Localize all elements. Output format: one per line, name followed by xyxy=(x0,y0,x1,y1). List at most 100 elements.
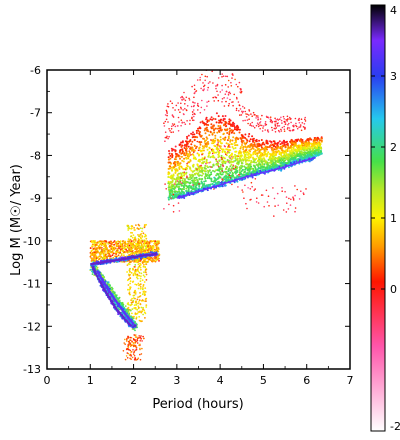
data-point xyxy=(112,256,115,259)
data-point xyxy=(206,173,209,176)
data-point xyxy=(275,153,278,156)
data-point xyxy=(189,176,191,179)
data-point xyxy=(284,123,287,125)
data-point xyxy=(131,308,134,310)
data-point xyxy=(189,146,192,149)
data-point xyxy=(296,146,298,149)
data-point xyxy=(254,113,256,116)
data-point xyxy=(299,148,302,150)
data-point xyxy=(295,139,298,142)
data-point xyxy=(193,144,196,147)
data-point xyxy=(285,149,288,152)
data-point xyxy=(212,180,215,183)
data-point xyxy=(193,119,195,122)
data-point xyxy=(140,239,143,242)
data-point xyxy=(226,132,229,134)
data-point xyxy=(274,145,277,148)
data-point xyxy=(287,126,289,129)
data-point xyxy=(227,176,230,179)
data-point xyxy=(94,249,97,252)
data-point xyxy=(185,145,188,148)
data-point xyxy=(175,152,177,155)
data-point xyxy=(203,88,205,90)
data-point xyxy=(289,129,292,132)
data-point xyxy=(201,73,203,76)
data-point xyxy=(121,246,123,249)
data-point xyxy=(183,147,186,149)
data-point xyxy=(252,152,255,155)
data-point xyxy=(243,197,245,199)
data-point xyxy=(238,166,241,169)
data-point xyxy=(216,143,218,146)
data-point xyxy=(219,149,221,152)
data-point xyxy=(285,143,288,146)
data-point xyxy=(299,144,302,147)
data-point xyxy=(296,148,299,151)
data-point xyxy=(207,86,209,89)
data-point xyxy=(230,163,233,166)
data-point xyxy=(185,172,188,175)
data-point xyxy=(236,166,239,169)
data-point xyxy=(232,164,235,167)
data-point xyxy=(282,209,285,211)
data-point xyxy=(206,75,208,78)
data-point xyxy=(94,247,97,250)
data-point xyxy=(216,90,218,93)
data-point xyxy=(173,123,176,125)
data-point xyxy=(266,162,269,165)
data-point xyxy=(234,78,236,81)
data-point xyxy=(238,157,241,160)
data-point xyxy=(257,125,260,128)
data-point xyxy=(244,137,247,139)
data-point xyxy=(195,184,198,187)
data-point xyxy=(147,242,149,245)
data-point xyxy=(234,153,236,156)
data-point xyxy=(235,83,238,86)
data-point xyxy=(167,137,169,140)
data-point xyxy=(215,87,217,90)
data-point xyxy=(249,199,251,201)
data-point xyxy=(148,246,151,249)
data-point xyxy=(272,156,275,159)
data-point xyxy=(180,145,183,148)
data-point xyxy=(175,177,178,180)
data-point xyxy=(240,114,243,116)
data-point xyxy=(229,129,232,132)
data-point xyxy=(108,249,111,252)
data-point xyxy=(288,160,291,163)
data-point xyxy=(118,241,120,243)
data-point xyxy=(135,300,138,303)
data-point xyxy=(143,309,146,312)
data-point xyxy=(199,165,201,167)
data-point xyxy=(274,117,276,120)
data-point xyxy=(208,177,211,180)
data-point xyxy=(138,301,140,303)
data-point xyxy=(248,170,251,172)
data-point xyxy=(198,170,201,173)
data-point xyxy=(221,179,224,181)
data-point xyxy=(194,186,197,188)
data-point xyxy=(255,163,258,166)
data-point xyxy=(195,129,198,132)
data-point xyxy=(253,126,256,129)
data-point xyxy=(236,169,239,172)
data-point xyxy=(267,151,270,154)
data-point xyxy=(210,148,213,151)
data-point xyxy=(249,123,252,125)
data-point xyxy=(117,245,120,247)
data-point xyxy=(186,105,189,107)
data-point xyxy=(247,122,249,125)
data-point xyxy=(144,287,147,289)
data-point xyxy=(312,144,315,147)
data-point xyxy=(287,208,290,210)
data-point xyxy=(190,187,193,190)
data-point xyxy=(129,277,132,280)
data-point xyxy=(227,104,230,107)
data-point xyxy=(265,147,268,150)
data-point xyxy=(145,268,148,271)
data-point xyxy=(187,178,190,181)
data-point xyxy=(207,130,210,133)
data-point xyxy=(190,169,193,172)
data-point xyxy=(217,156,220,159)
data-point xyxy=(99,243,101,246)
